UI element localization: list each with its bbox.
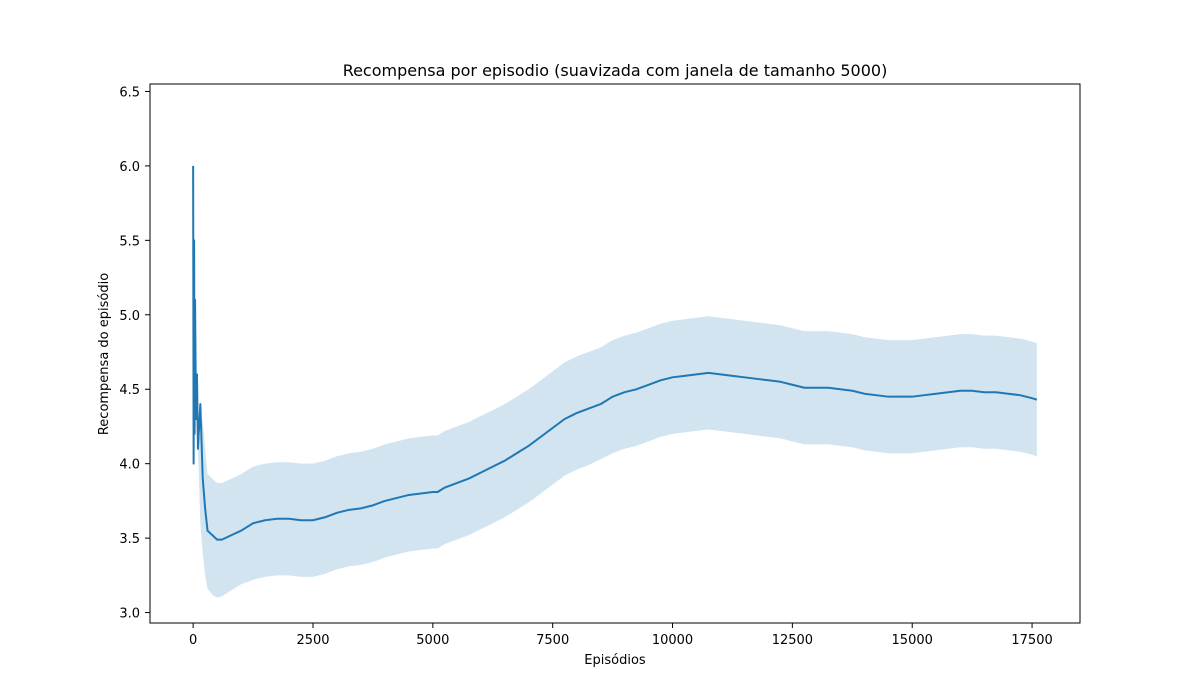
x-tick-label: 7500	[536, 633, 569, 648]
y-tick-label: 5.5	[119, 234, 140, 249]
y-axis-label: Recompensa do episódio	[97, 273, 112, 435]
y-tick-label: 6.0	[119, 160, 140, 175]
x-tick-label: 17500	[1011, 633, 1052, 648]
x-tick-label: 15000	[892, 633, 933, 648]
chart-title: Recompensa por episodio (suavizada com j…	[343, 61, 888, 80]
confidence-band	[193, 165, 1037, 598]
mean-reward-line	[192, 165, 1038, 541]
x-tick-label: 0	[189, 633, 197, 648]
y-tick-label: 5.0	[119, 309, 140, 324]
y-tick-label: 6.5	[119, 85, 140, 100]
x-tick-label: 5000	[416, 633, 449, 648]
x-tick-label: 10000	[652, 633, 693, 648]
y-tick-label: 3.0	[119, 607, 140, 622]
axes-frame	[149, 83, 1081, 624]
x-tick-label: 2500	[296, 633, 329, 648]
x-tick-label: 12500	[772, 633, 813, 648]
y-tick-label: 3.5	[119, 532, 140, 547]
y-tick-label: 4.0	[119, 458, 140, 473]
axes: 0 2500 5000 7500 10000 12500 15000 17500 3.0 3.5 4…	[119, 83, 1081, 648]
x-axis-label: Episódios	[584, 653, 646, 668]
plot-area	[192, 165, 1038, 598]
y-tick-label: 4.5	[119, 383, 140, 398]
